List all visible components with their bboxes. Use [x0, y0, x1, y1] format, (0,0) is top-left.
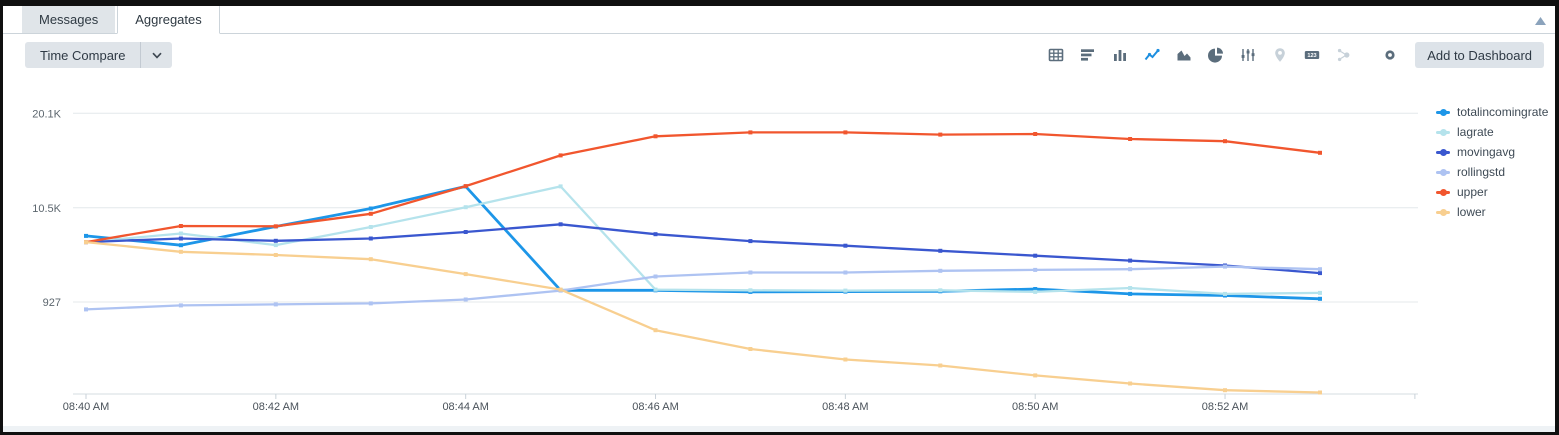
legend-swatch-icon — [1436, 208, 1450, 216]
x-axis-tick-label: 08:48 AM — [822, 401, 868, 413]
legend-swatch-icon — [1436, 188, 1450, 196]
time-compare-label: Time Compare — [40, 47, 126, 63]
chart-toolbar: Time Compare 123 Add to Dashboard — [3, 34, 1555, 76]
results-table-icon[interactable] — [1047, 46, 1065, 64]
legend-item-upper[interactable]: upper — [1436, 182, 1548, 202]
legend-item-totalincomingrate[interactable]: totalincomingrate — [1436, 102, 1548, 122]
timechart-svg[interactable]: 20.1K 10.5K 927 08:40 AM 08:42 AM 08:44 AM 08:… — [3, 78, 1433, 433]
collapse-panel-button[interactable] — [1531, 13, 1549, 27]
legend-label: movingavg — [1457, 145, 1516, 159]
chart-legend: totalincomingrate lagrate movingavg rolling… — [1436, 102, 1548, 222]
y-axis-tick-label: 927 — [43, 297, 61, 309]
map-icon — [1271, 46, 1289, 64]
legend-label: rollingstd — [1457, 165, 1506, 179]
legend-swatch-icon — [1436, 168, 1450, 176]
column-chart-icon[interactable] — [1111, 46, 1129, 64]
series-line-lagrate — [84, 185, 1322, 296]
legend-label: totalincomingrate — [1457, 105, 1549, 119]
legend-swatch-icon — [1436, 108, 1450, 116]
tab-aggregates[interactable]: Aggregates — [117, 6, 220, 34]
series-markers-totalincomingrate — [84, 184, 1322, 301]
x-axis-tick-label: 08:50 AM — [1012, 401, 1058, 413]
legend-label: upper — [1457, 185, 1488, 199]
triangle-up-icon — [1534, 13, 1546, 28]
x-axis-tick-label: 08:52 AM — [1202, 401, 1248, 413]
legend-swatch-icon — [1436, 128, 1450, 136]
line-chart-icon[interactable] — [1143, 46, 1161, 64]
legend-swatch-icon — [1436, 148, 1450, 156]
series-line-totalincomingrate — [84, 185, 1322, 301]
visualization-toolbar: 123 Add to Dashboard — [1033, 42, 1544, 68]
legend-item-movingavg[interactable]: movingavg — [1436, 142, 1548, 162]
button-divider — [140, 42, 142, 68]
tab-bar: Messages Aggregates — [3, 6, 1555, 34]
y-axis-tick-label: 10.5K — [32, 203, 61, 215]
x-axis-tick-label: 08:46 AM — [632, 401, 678, 413]
format-settings-icon[interactable] — [1381, 46, 1399, 64]
series-line-lower — [84, 240, 1322, 394]
series-markers-movingavg — [84, 222, 1322, 276]
legend-label: lagrate — [1457, 125, 1494, 139]
area-chart-icon[interactable] — [1175, 46, 1193, 64]
tab-messages[interactable]: Messages — [22, 6, 116, 33]
x-axis-tick-label: 08:40 AM — [63, 401, 109, 413]
chevron-down-icon[interactable] — [141, 42, 172, 68]
svg-text:123: 123 — [1308, 53, 1317, 59]
legend-label: lower — [1457, 205, 1486, 219]
legend-item-lower[interactable]: lower — [1436, 202, 1548, 222]
pie-chart-icon[interactable] — [1207, 46, 1225, 64]
chart-panel: 20.1K 10.5K 927 08:40 AM 08:42 AM 08:44 AM 08:… — [3, 78, 1555, 433]
viz-icon-group: 123 — [1033, 46, 1399, 64]
series-markers-rollingstd — [84, 264, 1322, 312]
series-line-upper — [84, 131, 1322, 244]
scatter-chart-icon[interactable] — [1239, 46, 1257, 64]
series-line-movingavg — [84, 223, 1322, 275]
legend-item-lagrate[interactable]: lagrate — [1436, 122, 1548, 142]
single-value-icon[interactable]: 123 — [1303, 46, 1321, 64]
bar-chart-icon[interactable] — [1079, 46, 1097, 64]
cluster-map-icon — [1335, 46, 1353, 64]
time-compare-button[interactable]: Time Compare — [25, 42, 173, 68]
series-line-rollingstd — [84, 265, 1322, 311]
x-axis-tick-label: 08:42 AM — [253, 401, 299, 413]
series-markers-lower — [84, 240, 1322, 395]
legend-item-rollingstd[interactable]: rollingstd — [1436, 162, 1548, 182]
add-to-dashboard-button[interactable]: Add to Dashboard — [1415, 42, 1544, 68]
y-axis-tick-label: 20.1K — [32, 108, 61, 120]
x-axis-tick-label: 08:44 AM — [442, 401, 488, 413]
footer-strip — [3, 426, 1555, 432]
